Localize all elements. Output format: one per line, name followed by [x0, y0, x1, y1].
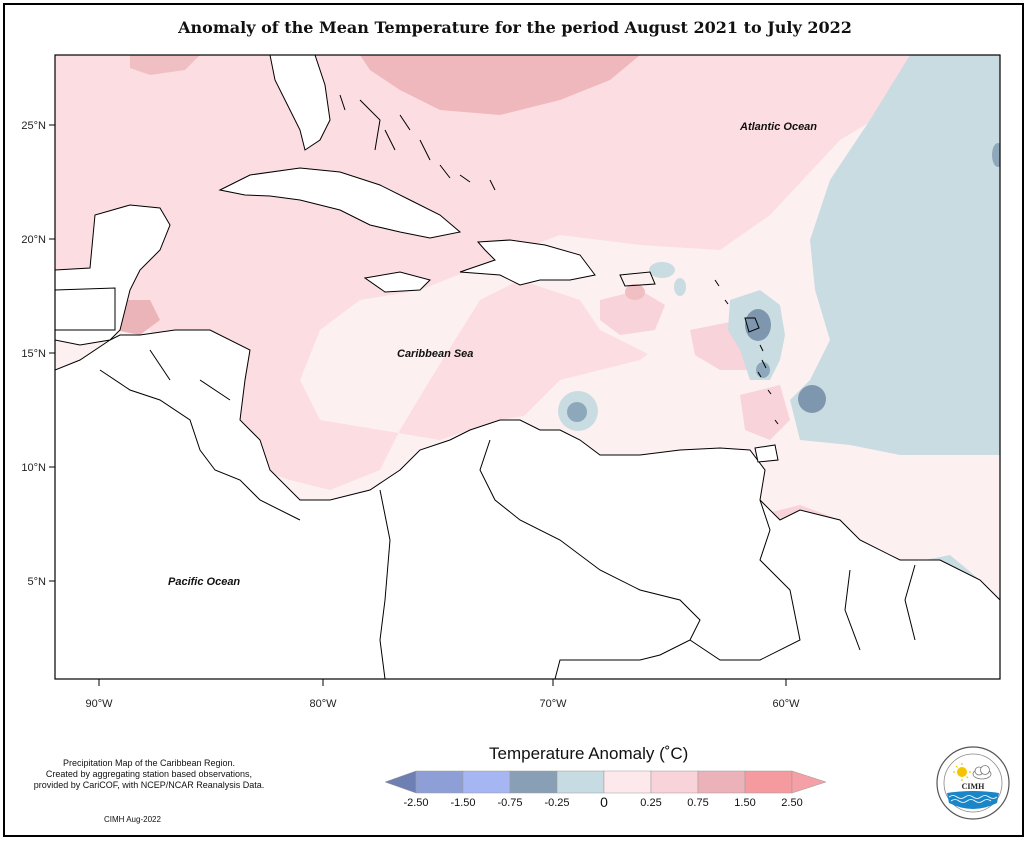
field-pink-trinidad — [740, 385, 790, 440]
lat-tick-label: 15°N — [21, 348, 46, 360]
cimh-logo: CIMH — [936, 746, 1010, 820]
field-blue-east-edge — [992, 143, 1000, 167]
legend-label: -0.25 — [544, 797, 569, 809]
lon-tick-label: 60°W — [772, 698, 800, 710]
field-blue-atlantic — [790, 55, 1000, 455]
legend-label: -1.50 — [450, 797, 475, 809]
legend-label: 2.50 — [781, 797, 802, 809]
land-central-america — [55, 329, 1000, 679]
lat-tick-label: 10°N — [21, 462, 46, 474]
legend-label: 0 — [600, 794, 608, 810]
border-venezuela-guyana — [689, 499, 801, 661]
anomaly-field — [55, 55, 1000, 679]
land-puerto-rico — [619, 271, 656, 287]
field-pink-dark-nw — [130, 55, 200, 75]
land-cuba — [218, 167, 462, 239]
logo-text: CIMH — [962, 782, 985, 791]
legend-title: Temperature Anomaly (˚C) — [489, 744, 689, 763]
border-suriname-fg — [904, 564, 916, 641]
lat-tick-label: 5°N — [28, 576, 47, 588]
source-note-line: provided by CariCOF, with NCEP/NCAR Rean… — [33, 780, 265, 790]
legend-swatch — [650, 770, 699, 794]
field-pink-pr — [625, 284, 645, 300]
legend-swatch — [697, 770, 746, 794]
map-title: Anomaly of the Mean Temperature for the … — [178, 18, 852, 37]
ocean-label: Caribbean Sea — [397, 348, 473, 360]
lon-axis: 90°W 80°W 70°W 60°W — [85, 679, 800, 710]
legend-label: 0.25 — [640, 797, 661, 809]
field-blue-barbados — [798, 385, 826, 413]
lon-tick-label: 70°W — [539, 698, 567, 710]
land-jamaica — [363, 271, 431, 293]
land-bahamas — [339, 94, 496, 191]
land-mexico-west — [55, 287, 116, 331]
land-hispaniola — [459, 239, 596, 286]
lat-axis: 25°N 20°N 15°N 10°N 5°N — [21, 120, 55, 588]
figure-frame — [3, 3, 1024, 837]
legend-label: 0.75 — [687, 797, 708, 809]
cloud-icon — [972, 765, 992, 780]
border-guyana-suriname — [844, 569, 861, 651]
legend-labels: -2.50 -1.50 -0.75 -0.25 0 0.25 0.75 1.50… — [403, 794, 802, 810]
border-venezuela-colombia — [479, 439, 701, 679]
land-florida — [269, 55, 331, 151]
source-note-line: Created by aggregating station based obs… — [45, 769, 253, 779]
legend-label: -2.50 — [403, 797, 428, 809]
sun-icon — [953, 763, 971, 781]
legend-swatch — [462, 770, 511, 794]
field-blue-vi — [674, 278, 686, 296]
credit-text: CIMH Aug-2022 — [104, 815, 161, 824]
map-border — [54, 54, 1001, 680]
legend-swatch — [415, 770, 464, 794]
field-blue-abc-dark — [567, 402, 587, 422]
field-blue-antilles-small — [756, 362, 770, 378]
land-lesser-antilles — [714, 279, 779, 425]
legend-swatch — [384, 770, 417, 794]
waves-icon — [947, 791, 999, 809]
legend-swatch — [791, 770, 827, 794]
legend-label: 1.50 — [734, 797, 755, 809]
legend-swatch — [744, 770, 793, 794]
lon-tick-label: 90°W — [85, 698, 113, 710]
lon-tick-label: 80°W — [309, 698, 337, 710]
legend-colorbar — [384, 770, 827, 794]
legend-swatch — [603, 770, 652, 794]
field-pink-dark-north — [360, 55, 640, 115]
field-pink-caribbean-east — [600, 290, 665, 335]
field-blue-pr — [649, 262, 675, 278]
legend-swatch — [509, 770, 558, 794]
source-note: Precipitation Map of the Caribbean Regio… — [4, 758, 294, 791]
source-note-line: Precipitation Map of the Caribbean Regio… — [62, 758, 236, 768]
legend-label: -0.75 — [497, 797, 522, 809]
legend-swatch — [556, 770, 605, 794]
lat-tick-label: 25°N — [21, 120, 46, 132]
ocean-label: Atlantic Ocean — [739, 121, 817, 133]
border-central-america — [99, 349, 391, 679]
lat-tick-label: 20°N — [21, 234, 46, 246]
ocean-label: Pacific Ocean — [168, 576, 240, 588]
land-trinidad — [754, 444, 779, 463]
